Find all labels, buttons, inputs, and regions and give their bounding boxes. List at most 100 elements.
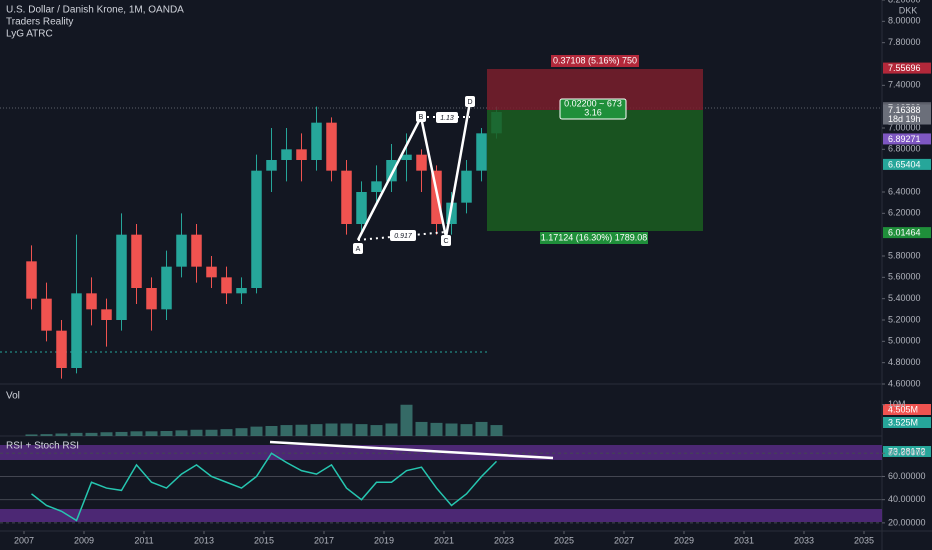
point-label: B — [419, 114, 424, 121]
x-tick-label: 2031 — [734, 535, 754, 545]
x-tick-label: 2013 — [194, 535, 214, 545]
y-tick-label: 5.60000 — [888, 272, 921, 282]
candle-body — [131, 234, 142, 288]
price-tag — [883, 104, 931, 125]
volume-bar — [295, 424, 308, 436]
marks — [25, 106, 503, 522]
price-tag-label: 6.01464 — [888, 227, 921, 237]
y-tick-label: 8.00000 — [888, 16, 921, 26]
ratio-label: 1.13 — [440, 115, 454, 122]
stop-label: 1.17124 (16.30%) 1789.08 — [541, 232, 648, 242]
volume-bar — [160, 431, 173, 436]
point-label: A — [356, 246, 361, 253]
price-tag-label: 7.55696 — [888, 63, 921, 73]
candle-body — [206, 266, 217, 278]
x-tick-label: 2025 — [554, 535, 574, 545]
x-tick-label: 2035 — [854, 535, 874, 545]
candle-body — [296, 149, 307, 160]
ratio-line — [357, 231, 447, 241]
volume-bar — [130, 431, 143, 436]
ratio-box — [436, 112, 458, 123]
candle-body — [461, 170, 472, 203]
candle-body — [161, 266, 172, 310]
candle-body — [401, 154, 412, 160]
rsi-trendline — [269, 440, 554, 460]
rsi-tag — [883, 446, 931, 457]
volume-title: Vol — [6, 391, 20, 402]
volume-tag — [883, 417, 931, 428]
y-tick-label: 60.00000 — [888, 471, 926, 481]
y-tick-label: 7.80000 — [888, 37, 921, 47]
candle-body — [311, 122, 322, 160]
volume-bar — [385, 423, 398, 436]
volume-bar — [430, 422, 443, 436]
volume-bar — [115, 431, 128, 436]
volume-bar — [55, 433, 68, 436]
volume-bar — [25, 434, 38, 436]
volume-bar — [145, 431, 158, 436]
candle-body — [56, 330, 67, 368]
candle-body — [236, 288, 247, 294]
volume-bar — [415, 421, 428, 436]
volume-bar — [250, 426, 263, 436]
candle-body — [386, 160, 397, 182]
point-label: D — [467, 99, 472, 106]
ratio-label: 0.917 — [394, 233, 413, 240]
volume-tag — [883, 404, 931, 415]
volume-bar — [475, 421, 488, 436]
point-box — [441, 235, 451, 246]
pattern-points: A B C D 0.917 1.13 — [353, 96, 475, 254]
candle-body — [476, 133, 487, 171]
target-label: 0.37108 (5.16%) 750 — [553, 55, 637, 65]
volume-tag-label: 4.505M — [888, 404, 918, 414]
symbol-title: U.S. Dollar / Danish Krone, 1M, OANDA — [6, 5, 184, 16]
y-tick-label: 5.80000 — [888, 250, 921, 260]
candle-body — [266, 160, 277, 171]
candle-body — [251, 170, 262, 288]
indicator-label: LyG ATRC — [6, 29, 53, 40]
stop-label-box — [540, 232, 648, 244]
price-tag — [883, 133, 931, 145]
ratio-box — [390, 230, 416, 241]
rsi-oversold-band — [0, 509, 882, 522]
price-tag-label: 6.65404 — [888, 159, 921, 169]
candle-body — [116, 234, 127, 320]
x-tick-label: 2007 — [14, 535, 34, 545]
volume-bar — [235, 428, 248, 436]
volume-bar — [490, 425, 503, 436]
x-tick-label: 2029 — [674, 535, 694, 545]
y-tick-label: 7.40000 — [888, 80, 921, 90]
volume-bar — [175, 430, 188, 436]
volume-bar — [100, 432, 113, 436]
target-label-box — [551, 55, 639, 67]
candle-body — [26, 261, 37, 299]
candle-body — [221, 277, 232, 294]
candle-body — [86, 293, 97, 310]
volume-bar — [340, 423, 353, 436]
candle-body — [41, 298, 52, 331]
volume-bar — [325, 423, 338, 436]
price-tag-sub: 18d 19h — [888, 114, 921, 124]
volume-bar — [400, 404, 413, 436]
y-tick-label: 6.40000 — [888, 186, 921, 196]
y-tick-label: 5.40000 — [888, 293, 921, 303]
y-tick-label: 20.00000 — [888, 517, 926, 527]
volume-bar — [40, 434, 53, 436]
volume-tag-label: 3.525M — [888, 417, 918, 427]
x-tick-label: 2011 — [134, 535, 153, 545]
entry-label: 0.02200 ~ 673 — [564, 98, 622, 108]
y-tick-label: 6.20000 — [888, 208, 921, 218]
currency-label: DKK — [899, 5, 918, 15]
volume-bar — [355, 424, 368, 436]
y-tick-label: 7.00000 — [888, 122, 921, 132]
point-box — [353, 243, 363, 254]
candle-body — [146, 288, 157, 310]
x-tick-label: 2033 — [794, 535, 814, 545]
volume-bar — [280, 425, 293, 436]
price-tag — [883, 158, 931, 170]
volume-bar — [220, 429, 233, 436]
x-tick-label: 2019 — [374, 535, 394, 545]
volume-bar — [265, 426, 278, 436]
candle-body — [446, 202, 457, 224]
